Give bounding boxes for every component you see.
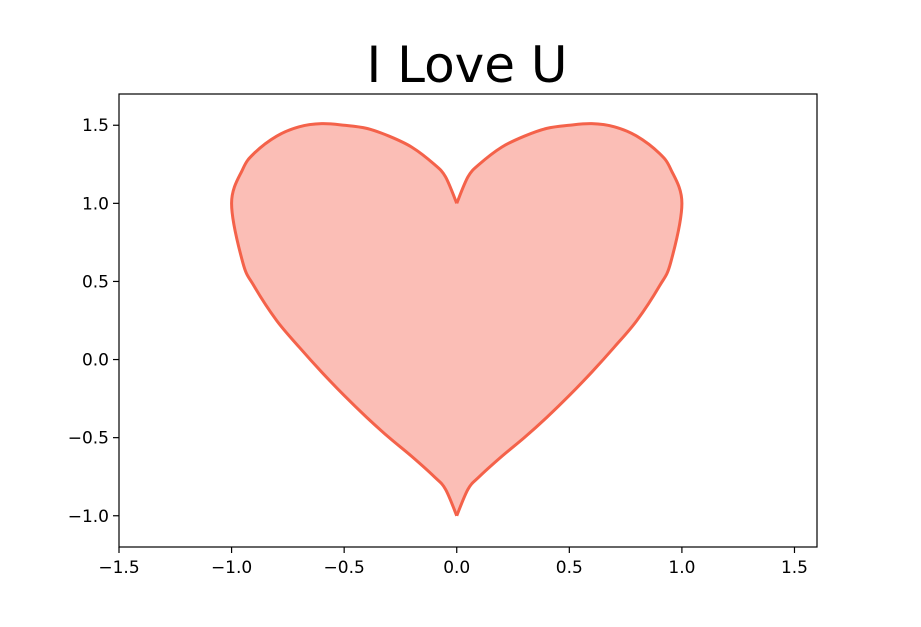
x-tick-label: −1.0 (211, 558, 252, 578)
x-tick-label: 1.5 (781, 558, 808, 578)
heart-outline-left (230, 122, 459, 517)
heart-outline-right (455, 122, 684, 517)
y-tick-label: 0.5 (82, 272, 109, 292)
chart-title: I Love U (366, 36, 567, 94)
x-axis: −1.5 −1.0 −0.5 0.0 0.5 1.0 1.5 (98, 547, 808, 578)
x-tick-label: 0.0 (443, 558, 470, 578)
plot-area (230, 122, 684, 517)
heart-fill-left (231, 123, 458, 516)
x-tick-label: 1.0 (668, 558, 695, 578)
y-tick-label: 1.0 (82, 194, 109, 214)
x-tick-label: −1.5 (98, 558, 139, 578)
y-tick-label: −0.5 (68, 429, 109, 449)
x-tick-label: 0.5 (556, 558, 583, 578)
axes-frame (118, 93, 818, 548)
y-axis: −1.0 −0.5 0.0 0.5 1.0 1.5 (68, 116, 119, 527)
y-tick-label: 0.0 (82, 351, 109, 371)
y-tick-label: −1.0 (68, 507, 109, 527)
heart-fill-right (456, 123, 683, 516)
x-tick-label: −0.5 (324, 558, 365, 578)
y-tick-label: 1.5 (82, 116, 109, 136)
